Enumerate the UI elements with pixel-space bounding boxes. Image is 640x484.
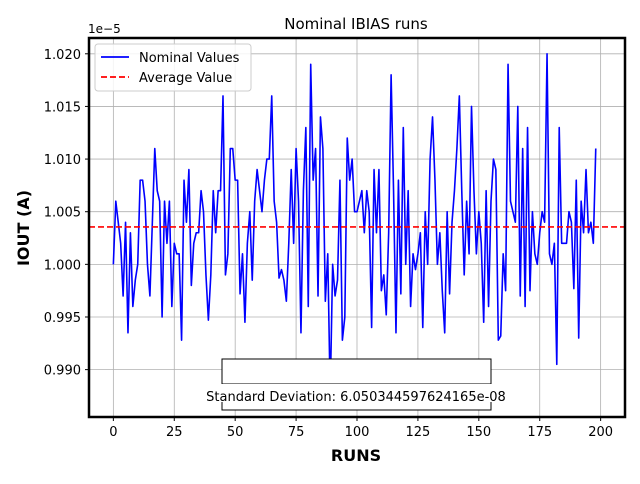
legend: Nominal Values Average Value xyxy=(94,43,252,92)
annotation-text: Standard Deviation: 6.050344597624165e-0… xyxy=(206,390,506,405)
x-tick-label: 175 xyxy=(527,425,552,440)
axis-ticks: 0 25 50 75 100 125 150 175 200 0.990 0.995 1.000 1.0… xyxy=(44,48,613,440)
y-tick-label: 0.990 xyxy=(44,364,81,379)
chart-title: Nominal IBIAS runs xyxy=(284,15,428,33)
y-axis-label: IOUT (A) xyxy=(14,190,33,266)
x-tick-label: 125 xyxy=(405,425,430,440)
legend-label-nominal: Nominal Values xyxy=(139,51,240,66)
y-tick-label: 1.005 xyxy=(44,206,81,221)
x-tick-label: 25 xyxy=(166,425,183,440)
legend-frame xyxy=(94,43,252,92)
x-tick-label: 50 xyxy=(227,425,244,440)
y-tick-label: 0.995 xyxy=(44,311,81,326)
x-tick-label: 0 xyxy=(109,425,117,440)
annotation-box: Standard Deviation: 6.050344597624165e-0… xyxy=(197,358,515,411)
series-line-nominal-values xyxy=(112,52,597,397)
x-tick-label: 75 xyxy=(288,425,305,440)
plot-area xyxy=(89,52,625,397)
y-offset-label: 1e−5 xyxy=(88,22,121,36)
x-tick-label: 200 xyxy=(588,425,613,440)
x-tick-label: 150 xyxy=(466,425,491,440)
y-tick-label: 1.020 xyxy=(44,48,81,63)
x-tick-label: 100 xyxy=(345,425,370,440)
annotation-text-background xyxy=(197,384,515,402)
y-tick-label: 1.015 xyxy=(44,100,81,115)
y-tick-label: 1.000 xyxy=(44,258,81,273)
x-axis-label: RUNS xyxy=(331,446,381,465)
legend-label-average: Average Value xyxy=(139,71,232,86)
y-tick-label: 1.010 xyxy=(44,153,81,168)
